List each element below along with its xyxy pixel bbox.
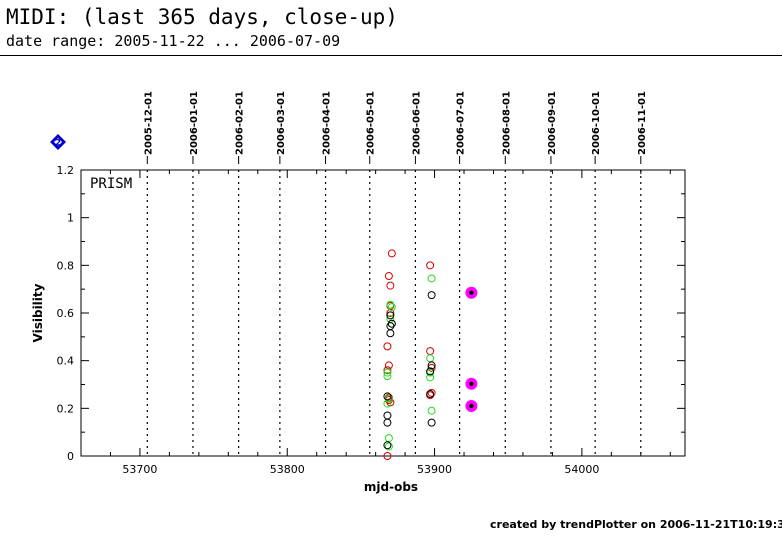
- data-point-red: [386, 281, 395, 290]
- data-point-green: [384, 394, 393, 403]
- data-point-red: [383, 452, 392, 460]
- y-tick-label: 1: [67, 212, 74, 225]
- month-marker-label: 2006-01-01: [189, 91, 200, 155]
- data-point-red: [384, 272, 393, 281]
- data-point-red: [427, 388, 436, 397]
- data-point-black: [386, 311, 395, 320]
- data-point-red: [426, 261, 435, 270]
- data-point-black: [386, 322, 395, 331]
- x-tick-label: 54000: [564, 463, 599, 476]
- y-tick-label: 0.4: [57, 355, 75, 368]
- page-subtitle: date range: 2005-11-22 ... 2006-07-09: [6, 32, 341, 50]
- month-marker-label: 2006-02-01: [235, 91, 246, 155]
- data-point-red: [427, 363, 436, 372]
- month-marker-label: 2006-07-01: [456, 91, 467, 155]
- footer-credit: created by trendPlotter on 2006-11-21T10…: [490, 518, 782, 531]
- data-point-black: [427, 418, 436, 427]
- panel-label: PRISM: [90, 176, 132, 192]
- month-marker-label: 2006-09-01: [547, 91, 558, 155]
- data-point-black: [426, 367, 435, 376]
- data-point-green: [426, 373, 435, 382]
- data-point-red: [426, 347, 435, 356]
- data-point-black: [387, 319, 396, 328]
- data-point-magenta-center: [469, 290, 474, 295]
- month-marker-label: 2006-05-01: [366, 91, 377, 155]
- month-marker-label: 2006-08-01: [501, 91, 512, 155]
- month-marker-label: 2006-06-01: [411, 91, 422, 155]
- data-point-magenta-center: [469, 381, 474, 386]
- data-point-red: [383, 342, 392, 351]
- y-tick-label: 0.2: [57, 402, 75, 415]
- data-point-black: [427, 361, 436, 370]
- month-marker-label: 2005-12-01: [143, 91, 154, 155]
- month-marker-label: 2006-10-01: [591, 91, 602, 155]
- data-point-black: [426, 390, 435, 399]
- y-tick-label: 0.8: [57, 259, 75, 272]
- data-point-red: [386, 309, 395, 317]
- data-point-green: [384, 442, 393, 451]
- data-point-red: [387, 249, 396, 258]
- data-point-green: [386, 300, 395, 309]
- data-point-green: [426, 354, 435, 363]
- data-point-green: [383, 368, 392, 377]
- x-tick-label: 53900: [417, 463, 452, 476]
- data-point-red: [383, 366, 392, 375]
- data-point-black: [386, 329, 395, 338]
- x-tick-label: 53700: [122, 463, 157, 476]
- y-tick-label: 1.2: [57, 164, 75, 177]
- x-tick-label: 53800: [270, 463, 305, 476]
- month-marker-label: 2006-04-01: [322, 91, 333, 155]
- data-point-green: [427, 274, 436, 283]
- data-point-black: [383, 392, 392, 401]
- data-point-black: [427, 291, 436, 300]
- month-marker-label: 2006-03-01: [276, 91, 287, 155]
- data-point-green: [427, 406, 436, 415]
- data-point-black: [383, 411, 392, 420]
- flag-badge-number: 2: [55, 139, 61, 149]
- data-point-black: [383, 441, 392, 450]
- header-divider: [0, 55, 782, 56]
- y-axis-label: Visibility: [31, 283, 45, 342]
- x-axis-label: mjd-obs: [364, 480, 418, 494]
- data-point-green: [384, 434, 393, 443]
- visibility-chart: 2005-12-01 2006-01-01 2006-02-01 2006-03-01…: [31, 91, 686, 494]
- page-title: MIDI: (last 365 days, close-up): [6, 5, 398, 29]
- data-point-black: [383, 418, 392, 427]
- flag-badge-inner: [54, 138, 62, 146]
- data-point-red: [384, 361, 393, 370]
- y-tick-label: 0.6: [57, 307, 75, 320]
- month-marker-label: 2006-11-01: [637, 91, 648, 155]
- data-point-magenta-center: [469, 403, 474, 409]
- data-point-green: [383, 372, 392, 381]
- y-tick-label: 0: [67, 450, 74, 463]
- data-point-green: [387, 303, 396, 312]
- plot-frame: [80, 169, 686, 457]
